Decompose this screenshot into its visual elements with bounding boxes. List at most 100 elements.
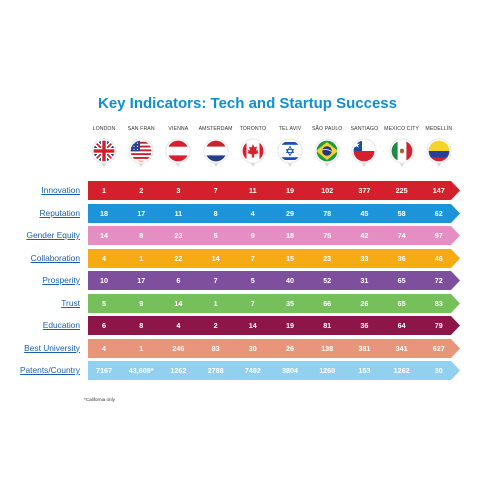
table-cell: 40 xyxy=(286,276,294,285)
table-row: Best University 4 1 246 83 30 26 138 381 341 627 xyxy=(0,338,495,359)
table-cell: 17 xyxy=(137,276,146,285)
city-header: VIENNA xyxy=(168,126,189,132)
table-cell: 23 xyxy=(323,253,332,263)
row-label[interactable]: Patents/Country xyxy=(19,365,80,375)
table-row: Trust 5 9 14 1 7 35 66 26 65 83 xyxy=(0,293,495,314)
table-cell: 72 xyxy=(434,276,443,285)
row-band xyxy=(88,226,460,245)
israel-flag-icon xyxy=(277,138,303,168)
table-row: Education 6 8 4 2 14 19 81 36 64 79 xyxy=(0,315,495,336)
table-cell: 52 xyxy=(323,276,332,285)
table-cell: 43,609* xyxy=(128,366,154,375)
table-cell: 58 xyxy=(397,208,406,218)
table-cell: 81 xyxy=(323,321,332,330)
row-label[interactable]: Best University xyxy=(24,342,80,353)
table-cell: 2 xyxy=(213,321,218,330)
city-header: AMSTERDAM xyxy=(198,126,233,132)
table-cell: 377 xyxy=(358,186,371,195)
row-band xyxy=(88,181,460,200)
table-row: Innovation 1 2 3 7 11 19 102 377 225 147 xyxy=(0,180,495,201)
table-cell: 36 xyxy=(360,321,369,330)
row-band xyxy=(88,293,460,313)
city-header-row: LONDON SAN FRAN VIENNA AMSTERDAM TORONTO TEL … xyxy=(88,126,460,136)
row-label[interactable]: Collaboration xyxy=(30,252,80,263)
table-cell: 1 xyxy=(102,186,106,195)
footnote: *California only xyxy=(84,397,115,402)
table-cell: 7 xyxy=(213,186,218,195)
row-label[interactable]: Reputation xyxy=(39,207,80,218)
table-cell: 1 xyxy=(213,298,218,308)
table-cell: 36 xyxy=(397,253,406,263)
table-cell: 381 xyxy=(358,343,371,353)
table-cell: 1262 xyxy=(393,366,410,375)
table-cell: 9 xyxy=(139,298,144,308)
table-cell: 6 xyxy=(102,321,106,330)
table-cell: 19 xyxy=(286,321,294,330)
row-label[interactable]: Education xyxy=(42,320,80,330)
table-cell: 341 xyxy=(395,343,408,353)
table-cell: 1 xyxy=(139,343,144,353)
table-cell: 26 xyxy=(360,298,369,308)
table-cell: 65 xyxy=(397,276,406,285)
city-header: TORONTO xyxy=(239,126,267,132)
table-cell: 31 xyxy=(360,276,369,285)
table-cell: 30 xyxy=(434,366,443,375)
table-cell: 3804 xyxy=(282,366,298,375)
table-cell: 33 xyxy=(360,253,369,263)
table-cell: 15 xyxy=(286,253,294,263)
table-cell: 7167 xyxy=(96,366,112,375)
table-cell: 62 xyxy=(434,208,443,218)
austria-flag-icon xyxy=(165,138,191,168)
table-cell: 46 xyxy=(434,253,443,263)
mexico-flag-icon xyxy=(388,138,415,168)
table-cell: 26 xyxy=(286,343,294,353)
row-label[interactable]: Prosperity xyxy=(42,275,80,285)
table-cell: 1260 xyxy=(319,366,336,375)
table-cell: 14 xyxy=(174,298,183,308)
chart-title: Key Indicators: Tech and Startup Success xyxy=(98,95,397,112)
table-cell: 5 xyxy=(102,298,106,308)
table-row: Reputation 18 17 11 8 4 29 78 45 58 62 xyxy=(0,203,495,224)
table-cell: 4 xyxy=(176,321,181,330)
row-label[interactable]: Gender Equity xyxy=(26,230,80,240)
table-cell: 627 xyxy=(432,343,445,353)
table-cell: 66 xyxy=(323,298,332,308)
table-cell: 14 xyxy=(248,321,257,330)
table-cell: 18 xyxy=(100,208,108,218)
table-cell: 29 xyxy=(286,208,294,218)
city-header: MEDELLÍN xyxy=(425,126,453,132)
table-cell: 147 xyxy=(432,186,445,195)
uk-flag-icon xyxy=(91,138,117,168)
row-band xyxy=(88,248,460,268)
table-cell: 78 xyxy=(323,208,332,218)
table-cell: 9 xyxy=(250,231,255,240)
table-cell: 5 xyxy=(213,231,218,240)
table-cell: 246 xyxy=(172,343,185,353)
row-label[interactable]: Innovation xyxy=(41,185,80,195)
canada-flag-icon xyxy=(240,138,266,168)
table-cell: 7492 xyxy=(244,366,261,375)
table-cell: 2788 xyxy=(207,366,224,375)
table-cell: 42 xyxy=(360,231,369,240)
table-cell: 102 xyxy=(321,186,334,195)
table-cell: 83 xyxy=(434,298,443,308)
row-band xyxy=(88,338,460,358)
table-cell: 79 xyxy=(434,321,443,330)
row-band xyxy=(88,203,460,223)
table-cell: 1262 xyxy=(170,366,187,375)
table-cell: 11 xyxy=(174,208,183,218)
table-cell: 1 xyxy=(139,253,144,263)
city-header: MEXICO CITY xyxy=(384,126,419,132)
table-cell: 8 xyxy=(139,321,144,330)
table-cell: 4 xyxy=(250,208,255,218)
row-label[interactable]: Trust xyxy=(61,297,80,308)
row-band xyxy=(88,316,460,335)
netherlands-flag-icon xyxy=(202,138,229,168)
city-header: LONDON xyxy=(92,126,116,132)
chile-flag-icon xyxy=(351,138,377,168)
table-cell: 14 xyxy=(100,231,108,240)
table-cell: 225 xyxy=(395,186,408,195)
table-cell: 7 xyxy=(213,276,218,285)
table-cell: 4 xyxy=(102,343,106,353)
table-cell: 30 xyxy=(248,343,257,353)
